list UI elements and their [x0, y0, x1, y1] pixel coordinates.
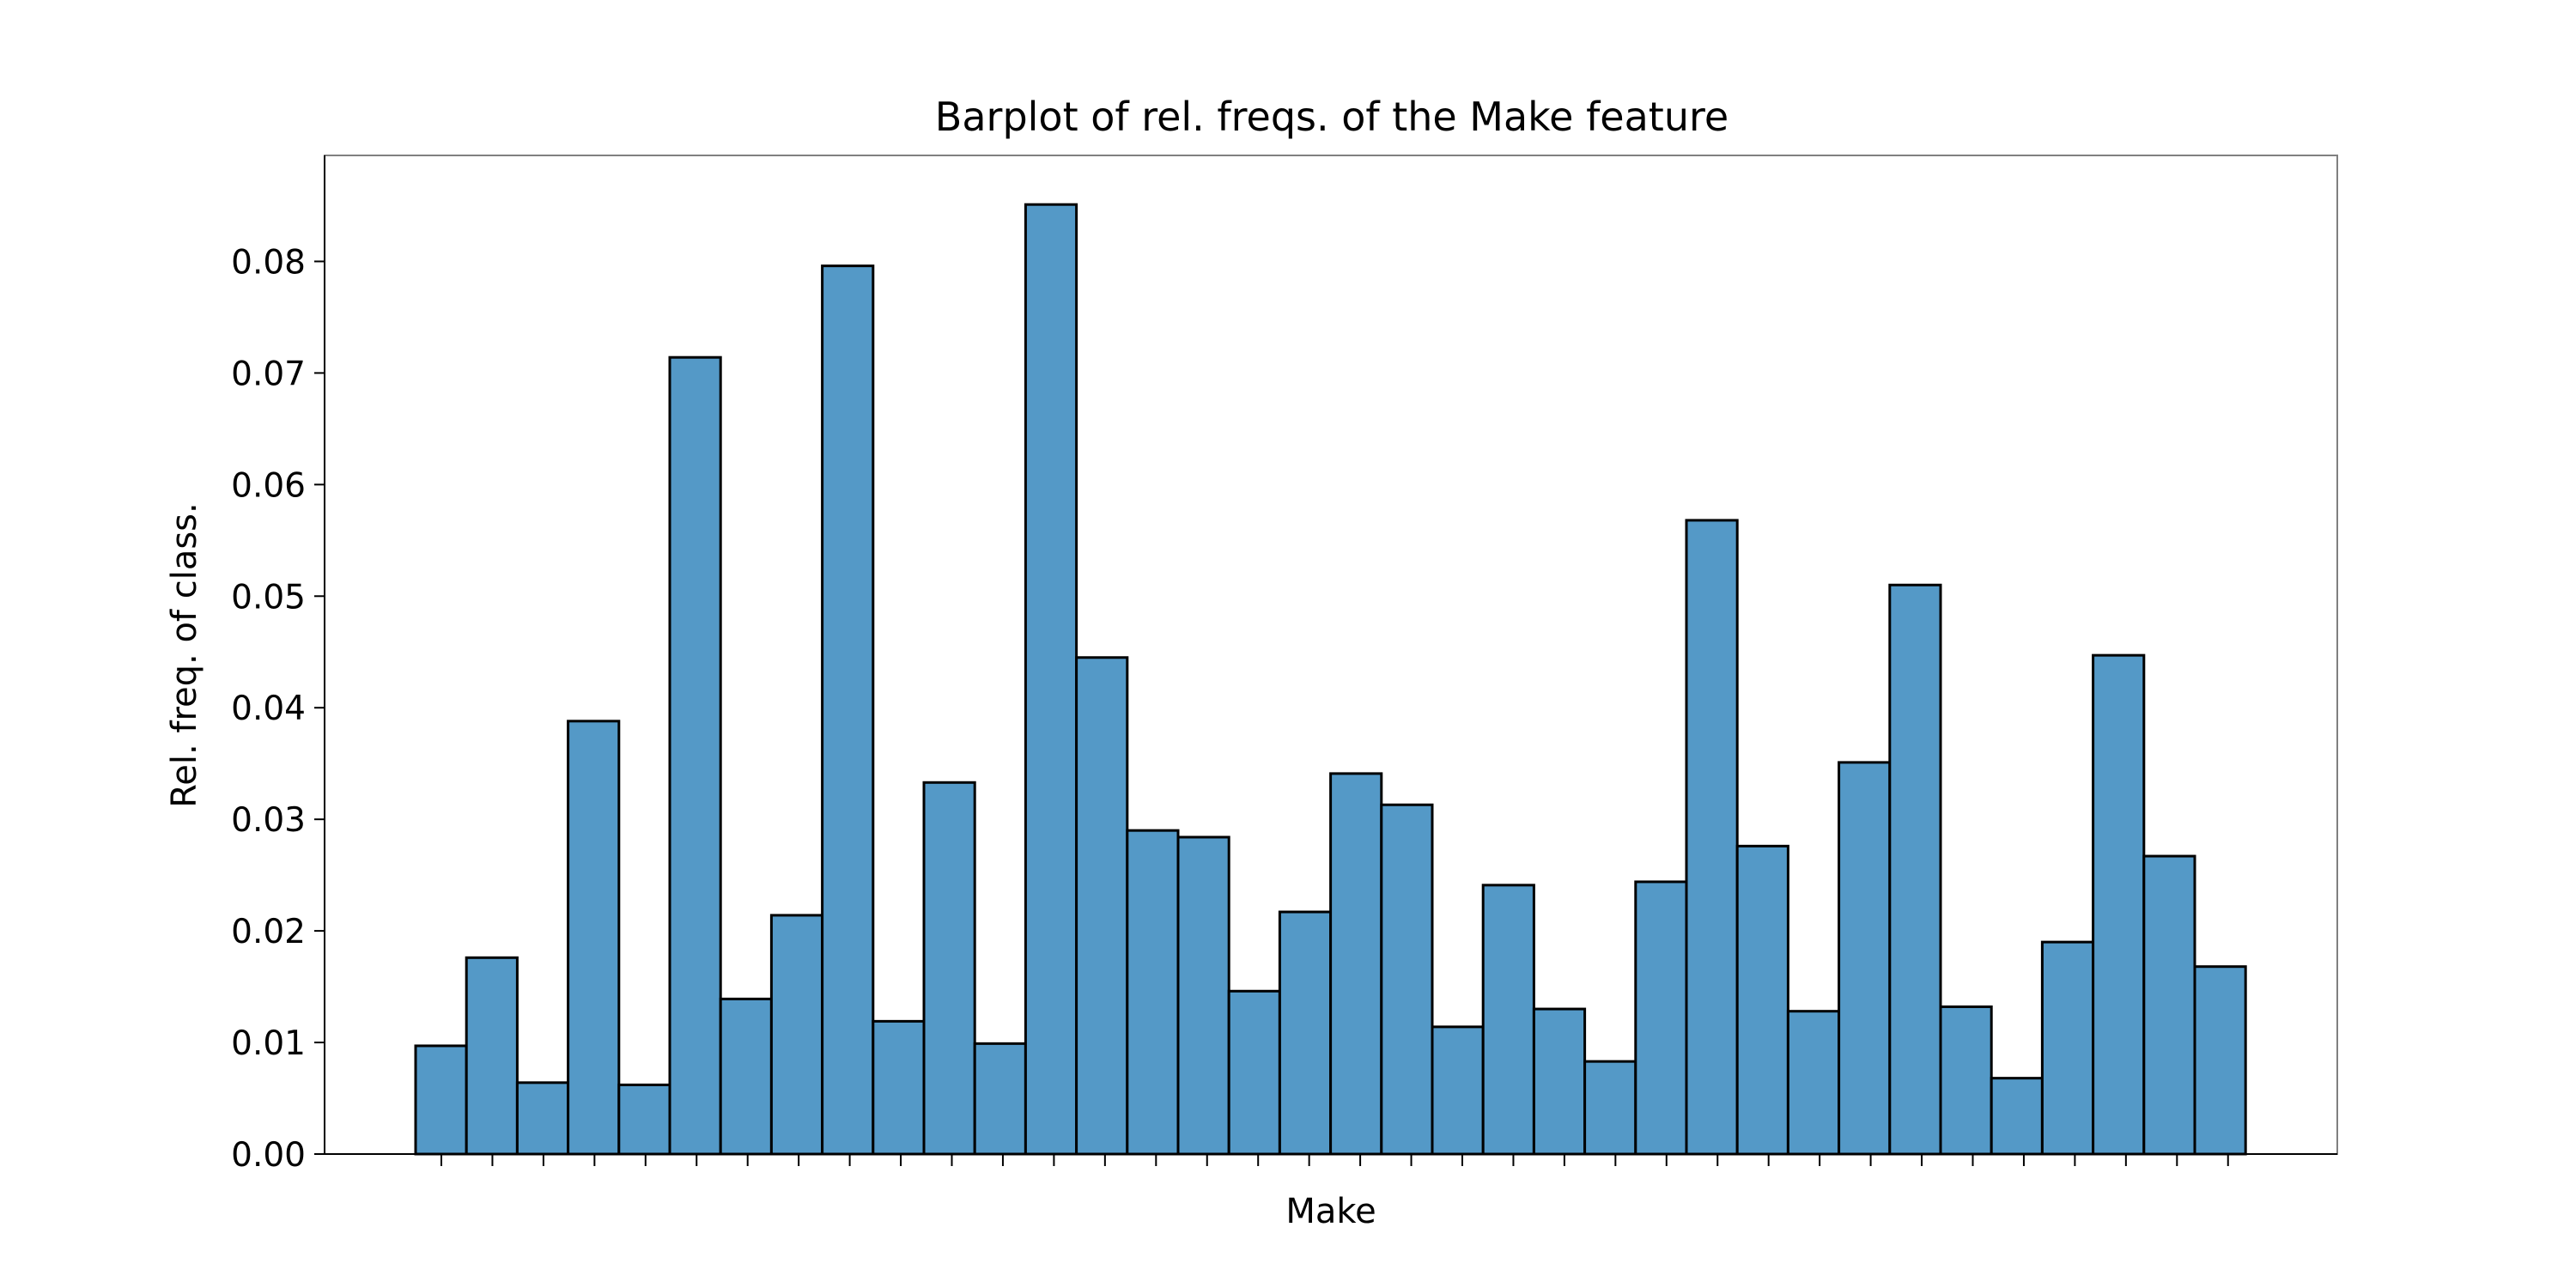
bar-12 [973, 1042, 1027, 1156]
x-ticks-group [440, 1154, 2229, 1166]
bar-2 [465, 956, 519, 1156]
bar-4 [567, 720, 621, 1156]
bar-34 [2092, 653, 2146, 1156]
bar-6 [668, 355, 722, 1156]
y-tick-label-1: 0.01 [231, 1024, 306, 1063]
y-tick-label-0: 0.00 [231, 1136, 306, 1175]
bar-5 [617, 1083, 671, 1156]
bar-23 [1532, 1007, 1587, 1156]
bar-10 [872, 1019, 926, 1156]
bar-16 [1176, 835, 1230, 1156]
bar-25 [1634, 880, 1688, 1156]
bar-17 [1227, 989, 1281, 1156]
bar-22 [1481, 884, 1535, 1156]
bar-19 [1329, 772, 1383, 1156]
y-tick-label-8: 0.08 [231, 243, 306, 282]
bar-1 [414, 1044, 468, 1156]
y-tick-label-2: 0.02 [231, 913, 306, 951]
bar-15 [1126, 829, 1180, 1156]
bar-33 [2040, 940, 2095, 1156]
x-axis-label: Make [1285, 1192, 1376, 1231]
bar-29 [1838, 761, 1892, 1156]
y-tick-label-6: 0.06 [231, 466, 306, 505]
bar-32 [1990, 1077, 2044, 1156]
bar-36 [2193, 965, 2247, 1156]
bar-24 [1583, 1060, 1637, 1156]
bar-18 [1278, 910, 1333, 1156]
bar-3 [515, 1081, 570, 1156]
bar-7 [719, 997, 773, 1156]
bar-11 [922, 781, 976, 1156]
y-axis-label: Rel. freq. of class. [165, 502, 204, 808]
y-ticks-group: 0.00 0.01 0.02 0.03 0.04 0.05 0.06 0.07 0.08 [231, 243, 325, 1175]
bar-35 [2142, 854, 2196, 1156]
bar-14 [1075, 656, 1129, 1156]
bar-30 [1888, 583, 1942, 1156]
bar-9 [821, 264, 875, 1156]
y-tick-label-7: 0.07 [231, 355, 306, 393]
bars-group [414, 203, 2247, 1156]
bar-28 [1786, 1010, 1841, 1156]
bar-8 [769, 914, 824, 1156]
y-tick-label-3: 0.03 [231, 801, 306, 840]
bar-27 [1735, 844, 1789, 1156]
bar-26 [1685, 519, 1739, 1156]
bar-20 [1380, 803, 1434, 1156]
chart-title: Barplot of rel. freqs. of the Make featu… [935, 94, 1728, 140]
bar-21 [1431, 1025, 1485, 1156]
y-tick-label-4: 0.04 [231, 690, 306, 728]
bar-13 [1024, 203, 1078, 1156]
bar-31 [1939, 1005, 1993, 1156]
y-tick-label-5: 0.05 [231, 578, 306, 617]
